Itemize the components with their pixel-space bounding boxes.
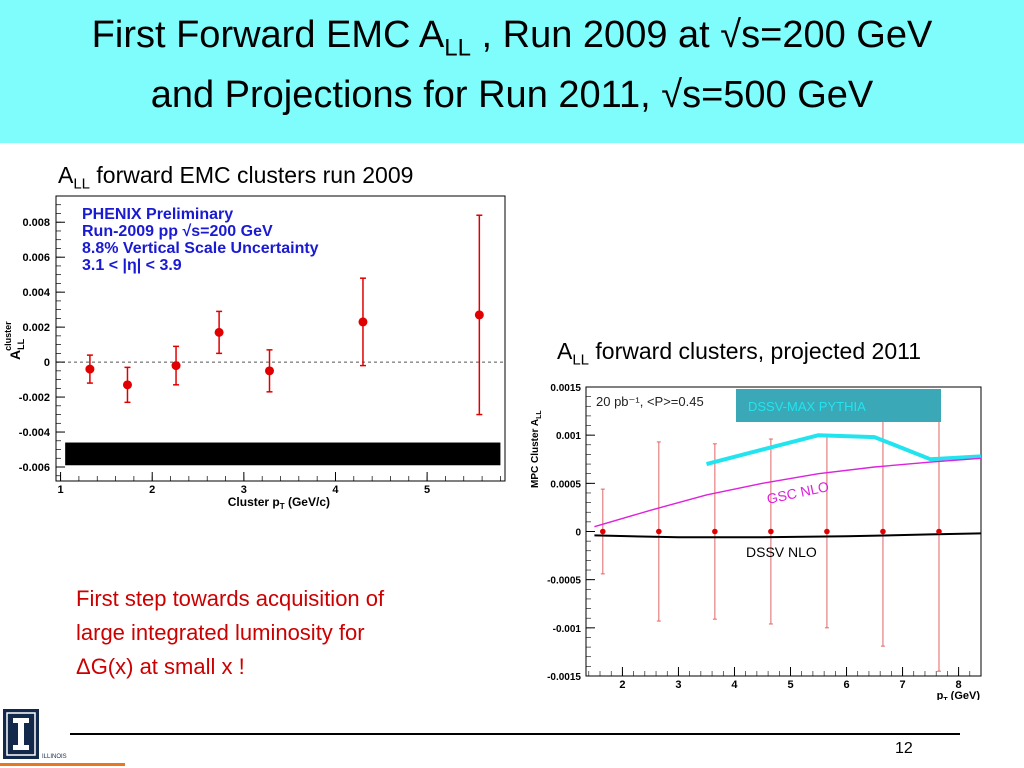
y-tick-label: 0 [44, 357, 50, 369]
y-tick-label: -0.0005 [547, 576, 581, 587]
page-number: 12 [895, 740, 913, 757]
scale-uncertainty-band [65, 442, 501, 466]
data-point [214, 327, 224, 337]
curve-label: DSSV NLO [746, 544, 817, 560]
y-tick-label: 0.001 [556, 431, 581, 442]
projection-point [656, 528, 662, 535]
data-point [474, 310, 484, 320]
x-tick-label: 3 [675, 679, 681, 691]
slide-title-line-1: First Forward EMC ALL , Run 2009 at √s=2… [91, 14, 933, 62]
data-point [358, 317, 368, 327]
projection-point [824, 528, 830, 535]
data-point [171, 361, 181, 371]
logo-mark [6, 712, 36, 756]
projection-point [768, 528, 774, 535]
projection-point [936, 528, 942, 535]
y-tick-label: 0.002 [22, 322, 50, 334]
projection-point [600, 528, 606, 535]
y-tick-label: -0.0015 [547, 672, 581, 683]
x-axis-label: Cluster pT (GeV/c) [228, 495, 330, 511]
theory-curve [705, 433, 982, 467]
y-tick-label: -0.006 [19, 462, 50, 474]
x-tick-label: 1 [58, 484, 64, 496]
y-tick-label: 0.0015 [550, 383, 581, 394]
plot-frame [585, 386, 982, 677]
legend-label: DSSV-MAX PYTHIA [748, 399, 866, 414]
theory-curve [594, 457, 982, 528]
x-tick-label: 5 [424, 484, 430, 496]
projected-asymmetry-chart-2011: -0.0015 -0.001 -0.0005 0 0.0005 0.001 0.0015 2 3… [530, 383, 982, 700]
plot-frame [55, 195, 506, 482]
x-tick-label: 5 [787, 679, 793, 691]
projection-point [880, 528, 886, 535]
y-tick-label: 0.004 [22, 287, 50, 299]
summary-note-line: First step towards acquisition of [76, 586, 385, 611]
info-label: 20 pb⁻¹, <P>=0.45 [596, 394, 704, 409]
summary-note-line: ΔG(x) at small x ! [76, 654, 245, 679]
y-tick-label: -0.001 [553, 624, 582, 635]
data-point [85, 364, 95, 374]
x-tick-label: 3 [241, 484, 247, 496]
university-logo [3, 709, 39, 759]
slide-title-line-2: and Projections for Run 2011, √s=500 GeV [150, 74, 874, 116]
logo-caption: ILLINOIS [42, 754, 67, 760]
y-tick-label: -0.002 [19, 392, 50, 404]
footer-rule [70, 733, 960, 735]
y-axis-label: MPC Cluster ALL [530, 410, 543, 488]
title-band [0, 0, 1024, 143]
y-tick-label: 0.0005 [550, 479, 581, 490]
x-tick-label: 2 [149, 484, 155, 496]
y-tick-label: 0.008 [22, 217, 50, 229]
chart-annotation-line: 8.8% Vertical Scale Uncertainty [82, 240, 319, 257]
y-tick-label: -0.004 [19, 427, 51, 439]
data-point [265, 366, 275, 376]
x-tick-label: 4 [332, 484, 339, 496]
y-tick-label: 0 [575, 528, 581, 539]
projection-point [712, 528, 718, 535]
chart-annotation-line: 3.1 < |η| < 3.9 [82, 257, 182, 274]
emc-asymmetry-chart-2009: -0.006 -0.004 -0.002 0 0.002 0.004 0.006 0.008 1… [3, 195, 506, 511]
summary-note-line: large integrated luminosity for [76, 620, 365, 645]
right-panel-title: ALL forward clusters, projected 2011 [557, 338, 921, 369]
y-axis-label: ALLcluster [3, 321, 26, 360]
x-tick-label: 4 [731, 679, 738, 691]
footer-accent-rule [0, 763, 125, 766]
chart-annotation-line: PHENIX Preliminary [82, 206, 233, 223]
data-point [122, 380, 132, 390]
x-axis-label: pT (GeV) [937, 690, 981, 700]
summary-note: First step towards acquisition of large … [76, 582, 496, 684]
x-tick-label: 8 [956, 679, 962, 691]
x-tick-label: 6 [843, 679, 849, 691]
x-tick-label: 2 [619, 679, 625, 691]
y-tick-label: 0.006 [22, 252, 50, 264]
chart-annotation-line: Run-2009 pp √s=200 GeV [82, 223, 273, 240]
x-tick-label: 7 [899, 679, 905, 691]
left-panel-title: ALL forward EMC clusters run 2009 [58, 162, 414, 193]
legend-box [736, 389, 941, 422]
